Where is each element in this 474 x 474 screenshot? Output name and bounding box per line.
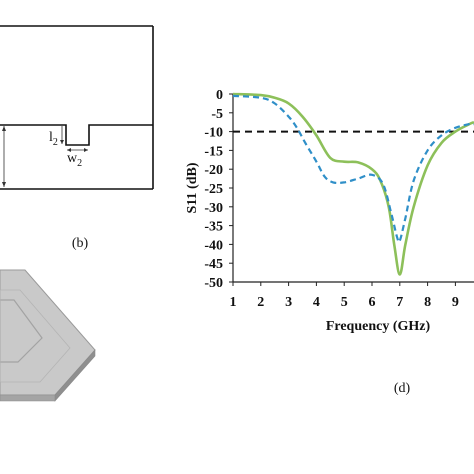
y-tick-label: -15 <box>204 144 223 159</box>
y-axis-title: S11 (dB) <box>185 162 200 213</box>
y-tick-label: -35 <box>204 220 223 235</box>
x-tick-label: 9 <box>452 295 459 310</box>
x-axis-title: Frequency (GHz) <box>326 319 431 334</box>
antenna-3d-view <box>0 269 96 402</box>
x-tick-label: 2 <box>257 295 264 310</box>
w2-label: w2 <box>67 151 82 169</box>
ground-plane-notch <box>0 124 153 146</box>
series-measured-dashed-line <box>232 94 474 244</box>
panel-d-caption: (d) <box>394 381 411 396</box>
substrate-top-face <box>0 269 96 396</box>
x-tick-label: 3 <box>285 295 292 310</box>
x-tick-label: 8 <box>424 295 431 310</box>
x-tick-label: 1 <box>230 295 237 310</box>
x-tick-label: 4 <box>313 295 320 310</box>
y-tick-label: -40 <box>204 238 223 253</box>
x-tick-label: 7 <box>396 295 403 310</box>
series-simulated-solid-line <box>232 92 474 276</box>
y-tick-label: -5 <box>211 107 223 122</box>
y-tick-label: -30 <box>204 201 223 216</box>
l2-dimension <box>60 126 64 144</box>
substrate-outline <box>0 25 154 190</box>
y-tick-label: -25 <box>204 182 223 197</box>
x-tick-label: 6 <box>369 295 376 310</box>
s11-chart: 0 -5 -10 -15 -20 -25 -30 -35 -40 -45 -50 1 2 3 4 5 6 7 8 9… <box>185 88 474 334</box>
ground-layer-edge <box>0 289 71 383</box>
patch-outline <box>0 299 43 363</box>
panel-b-caption: (b) <box>72 236 89 251</box>
y-tick-label: -50 <box>204 276 223 291</box>
substrate-front-face <box>0 394 56 402</box>
ground-height-dimension <box>2 126 6 187</box>
x-tick-label: 5 <box>341 295 348 310</box>
y-tick-label: 0 <box>216 88 223 103</box>
w2-dimension <box>67 148 88 152</box>
y-tick-label: -20 <box>204 163 223 178</box>
y-tick-label: -45 <box>204 257 223 272</box>
l2-label: l2 <box>49 130 58 148</box>
y-tick-label: -10 <box>204 126 223 141</box>
